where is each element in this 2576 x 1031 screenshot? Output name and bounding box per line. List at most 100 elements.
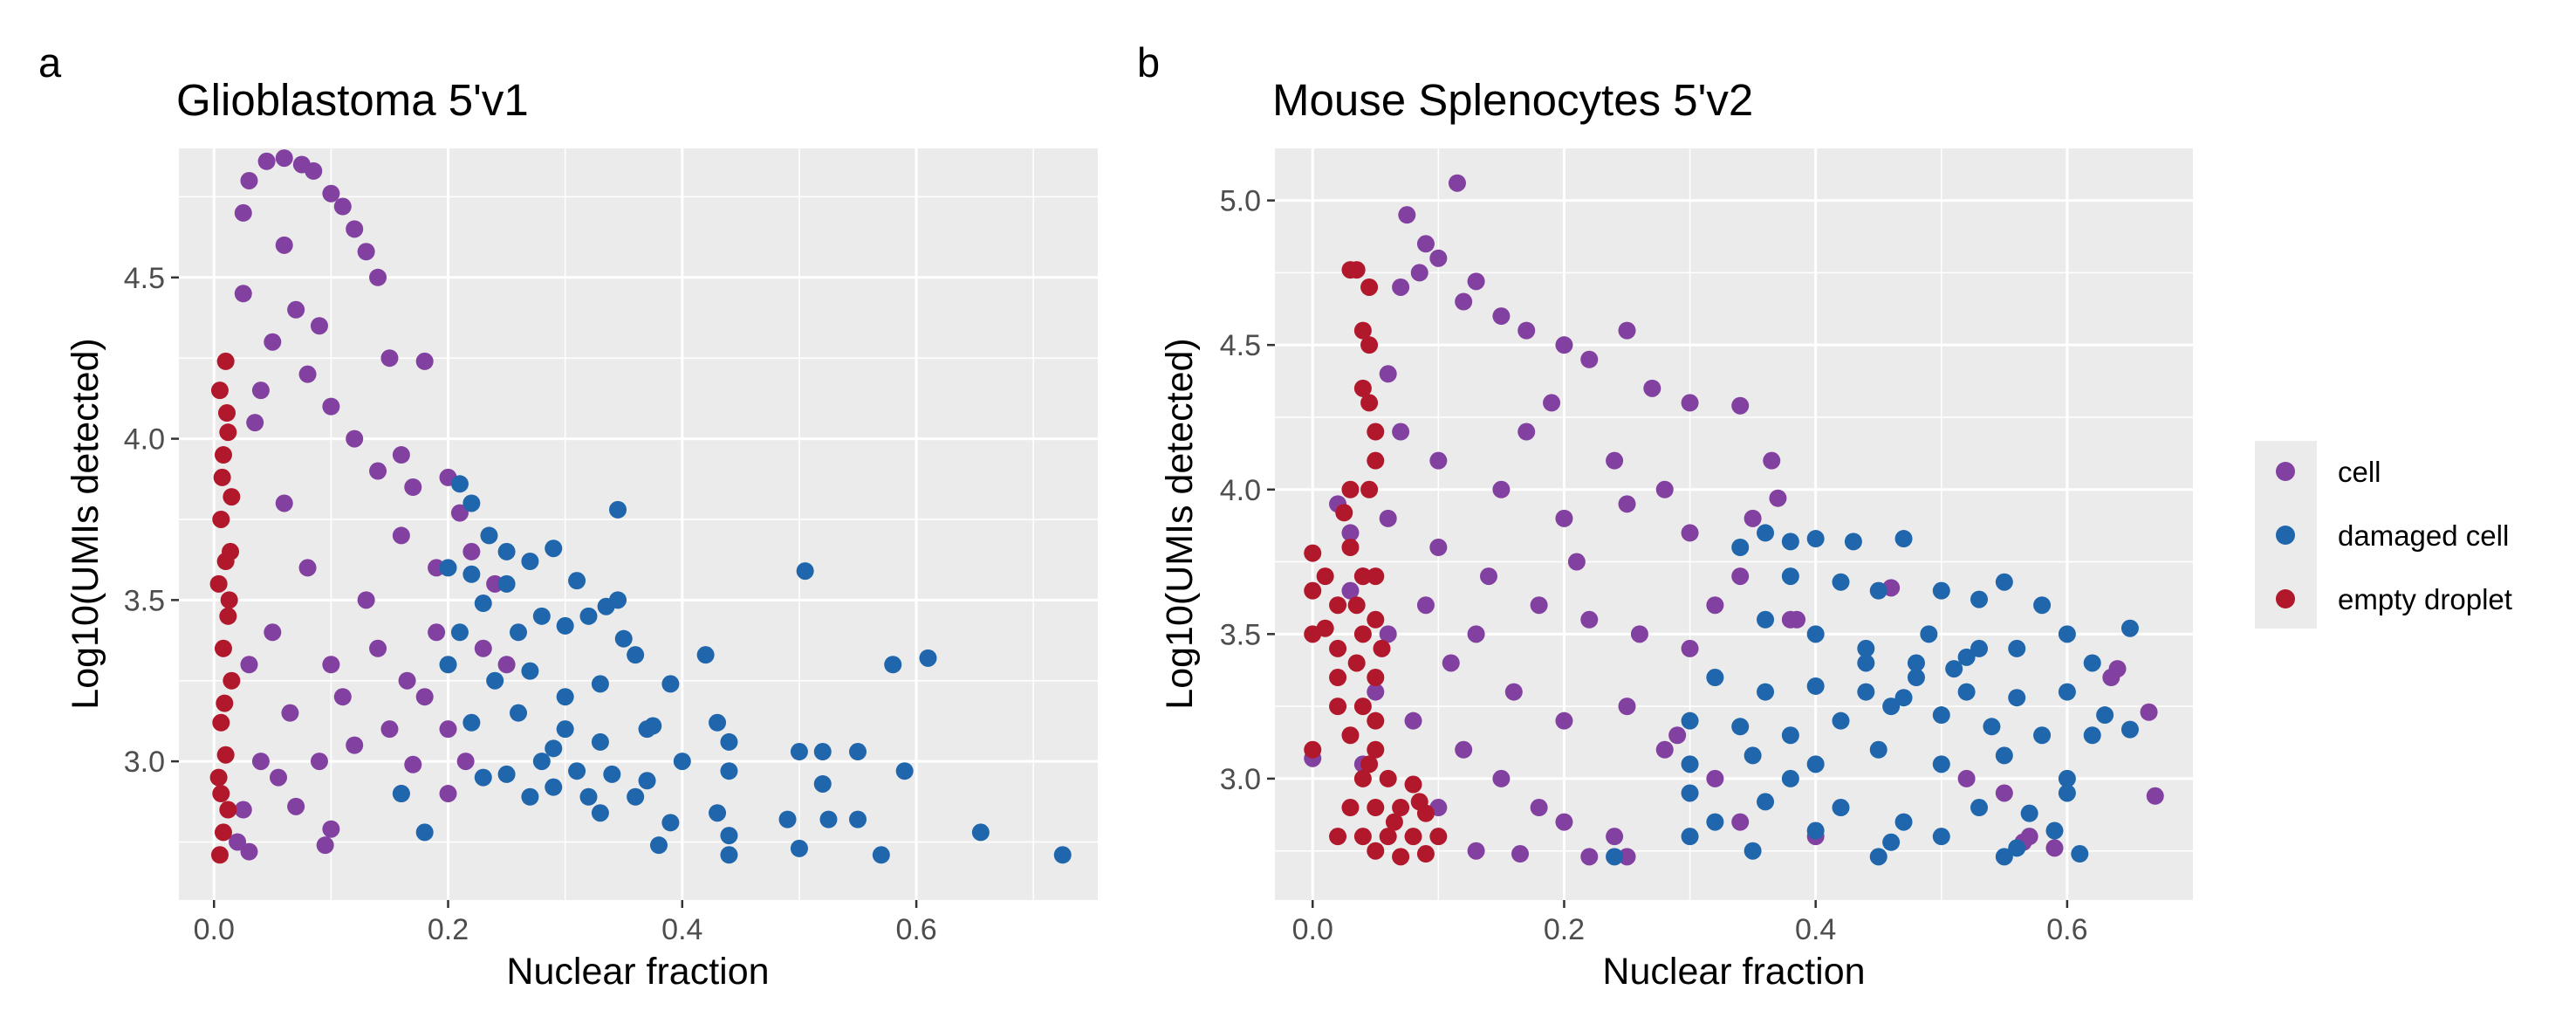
data-point [603,765,621,783]
data-point [1681,784,1699,802]
data-point [439,559,457,577]
data-point [1467,625,1485,643]
chart-title: Mouse Splenocytes 5'v2 [1272,75,1753,125]
data-point [240,656,258,674]
data-point [310,317,328,335]
data-point [1504,683,1523,701]
data-point [1832,799,1850,817]
data-point [1367,451,1385,470]
data-point [1681,711,1699,730]
data-point [2020,804,2038,822]
data-point [275,149,293,168]
data-point [380,720,399,739]
data-point [1379,365,1397,383]
series-cell [1304,174,2164,866]
data-point [597,597,615,615]
data-point [709,713,727,732]
data-point [1511,845,1530,863]
data-point [1329,669,1347,687]
data-point [1304,581,1322,600]
data-point [369,268,387,286]
data-point [919,649,937,667]
data-point [1932,755,1950,773]
x-tick-label: 0.2 [428,913,469,946]
data-point [545,739,563,758]
data-point [2058,683,2076,701]
data-point [217,404,236,423]
data-point [223,671,241,690]
data-point [223,488,241,506]
data-point [1907,669,1925,687]
data-point [1580,848,1599,866]
data-point [1304,625,1322,643]
data-point [1757,524,1775,542]
data-point [210,846,229,864]
data-point [234,801,252,819]
data-point [333,197,352,216]
data-point [222,542,240,560]
data-point [521,787,539,806]
data-point [884,656,902,674]
data-point [720,827,738,845]
data-point [2058,784,2076,802]
data-point [1360,336,1379,354]
data-point [2058,625,2076,643]
data-point [1416,235,1435,253]
data-point [439,720,457,739]
data-point [1353,828,1372,846]
y-axis-title: Log10(UMIs detected) [1159,338,1201,709]
data-point [1957,648,1976,666]
data-point [1341,480,1360,498]
data-point [1907,654,1925,672]
data-point [1367,799,1385,817]
x-tick-label: 0.4 [1795,913,1836,946]
data-point [209,768,228,787]
x-tick-label: 0.0 [1292,913,1333,946]
y-axis-ticks: 3.0 3.5 4.0 4.5 5.0 [1220,185,1275,796]
data-point [1467,842,1485,860]
data-point [1894,813,1913,831]
data-points [209,149,1072,864]
data-point [1618,321,1636,340]
data-point [1681,524,1699,542]
data-point [219,423,237,442]
data-point [1681,394,1699,412]
data-point [287,300,305,319]
data-point [1367,842,1385,860]
data-point [521,552,539,570]
data-point [545,778,563,796]
data-point [1731,567,1750,586]
data-point [234,203,252,222]
data-point [1329,596,1347,615]
data-point [895,762,914,780]
data-point [1353,379,1372,397]
data-point [404,755,422,773]
data-point [510,704,528,722]
data-point [1442,654,1460,672]
data-point [1341,581,1360,600]
data-point [1316,567,1334,586]
data-point [392,446,410,464]
x-tick-label: 0.4 [661,913,702,946]
data-point [456,753,475,771]
y-axis-ticks: 3.0 3.5 4.0 4.5 [124,262,179,779]
data-point [1757,793,1775,811]
data-point [2120,619,2139,637]
data-point [644,717,662,735]
data-point [1329,639,1347,657]
data-point [1410,793,1428,811]
data-point [480,526,498,545]
x-axis-title: Nuclear fraction [1602,951,1865,993]
data-point [1706,769,1724,787]
panel-a: a Glioblastoma 5'v1 0.0 0.2 0.4 0.6 3.0 3.5 4… [38,39,1098,993]
data-point [1882,833,1901,851]
data-point [813,743,832,761]
data-point [1367,683,1385,701]
data-point [556,688,574,706]
data-point [392,785,410,803]
legend-label-empty-droplet: empty droplet [2338,583,2512,615]
data-point [872,846,890,864]
data-point [1580,350,1599,368]
data-point [2033,596,2052,615]
data-point [849,810,867,828]
